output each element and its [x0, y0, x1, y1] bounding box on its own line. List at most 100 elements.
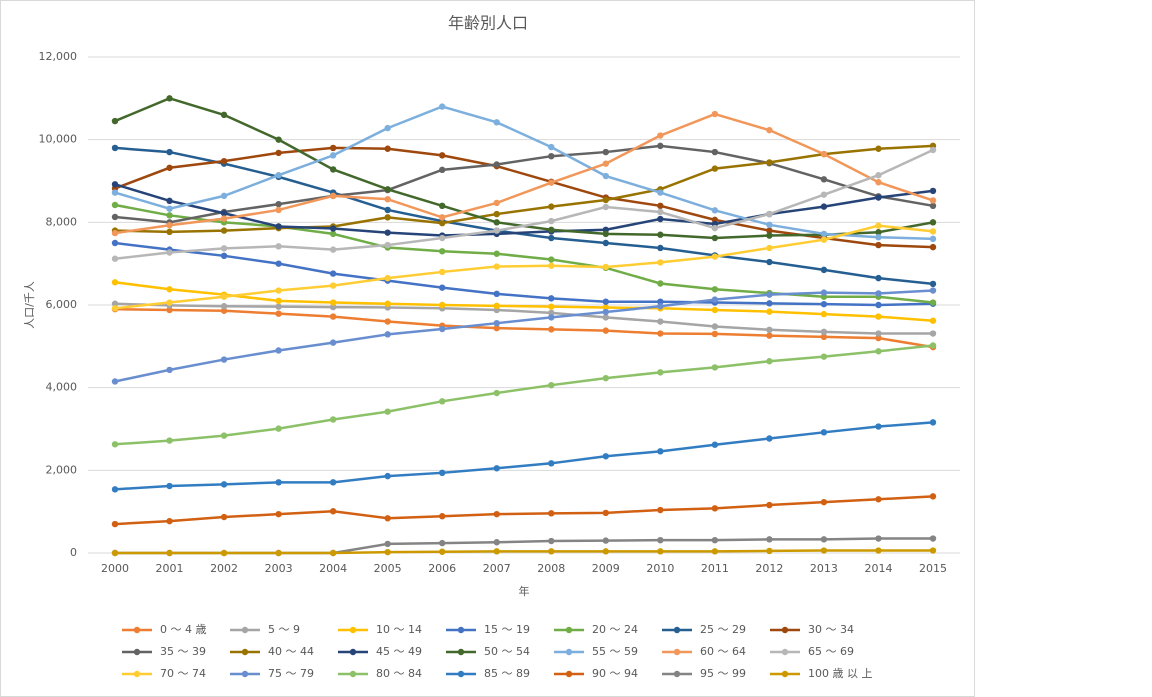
legend-marker	[241, 648, 249, 656]
data-point	[493, 199, 500, 207]
data-point	[766, 501, 773, 509]
data-point	[766, 221, 773, 229]
data-point	[602, 537, 609, 544]
legend-label: 85 ～ 89	[484, 667, 530, 680]
data-point	[111, 189, 119, 196]
data-point	[493, 324, 500, 332]
legend-marker	[133, 670, 141, 678]
data-point	[166, 437, 173, 444]
series-line	[114, 144, 934, 224]
series-line	[114, 105, 934, 241]
series-line	[114, 146, 934, 286]
data-point	[439, 152, 446, 159]
data-point	[602, 453, 609, 460]
legend-marker	[349, 670, 357, 678]
data-point	[111, 520, 119, 528]
data-point	[766, 300, 773, 307]
legend-label: 55 ～ 59	[592, 645, 638, 658]
data-point	[548, 548, 555, 555]
data-point	[929, 493, 937, 500]
data-point	[493, 219, 500, 226]
series-line	[114, 495, 934, 526]
data-point	[711, 306, 719, 314]
data-point	[493, 227, 500, 234]
data-point	[439, 398, 446, 405]
legend-label: 45 ～ 49	[376, 645, 422, 658]
data-point	[548, 203, 555, 210]
legend-marker	[457, 648, 465, 656]
data-point	[439, 166, 446, 174]
data-point	[548, 326, 555, 333]
x-tick-label: 2005	[374, 562, 402, 575]
series-line	[114, 224, 934, 310]
data-point	[275, 479, 282, 486]
data-point	[820, 150, 828, 158]
data-point	[329, 152, 337, 159]
legend-marker	[457, 670, 465, 678]
data-point	[493, 319, 500, 327]
data-point	[548, 256, 555, 263]
data-point	[220, 157, 228, 165]
data-point	[711, 330, 719, 338]
data-point	[220, 307, 228, 314]
data-point	[766, 308, 773, 315]
data-point	[493, 210, 500, 218]
data-point	[384, 472, 391, 480]
data-point	[275, 223, 282, 230]
x-tick-label: 2006	[428, 562, 456, 575]
data-point	[820, 191, 828, 198]
legend-label: 0 ～ 4 歳	[160, 623, 207, 636]
data-point	[275, 200, 282, 208]
data-point	[820, 300, 828, 308]
data-point	[657, 448, 664, 455]
chart-border	[0, 0, 975, 697]
data-point	[548, 460, 555, 467]
data-point	[875, 241, 882, 249]
data-point	[929, 202, 937, 209]
data-point	[111, 144, 119, 152]
data-point	[439, 548, 446, 555]
data-point	[220, 303, 228, 310]
data-point	[929, 219, 937, 226]
data-point	[657, 208, 664, 216]
data-point	[275, 425, 282, 432]
data-point	[875, 229, 882, 236]
series-line	[114, 344, 934, 446]
y-tick-label: 2,000	[46, 463, 78, 476]
legend-label: 40 ～ 44	[268, 645, 314, 658]
data-point	[111, 229, 119, 237]
legend-marker	[565, 670, 573, 678]
data-point	[166, 205, 173, 212]
legend-label: 60 ～ 64	[700, 645, 746, 658]
legend-label: 20 ～ 24	[592, 623, 638, 636]
data-point	[657, 303, 664, 310]
data-point	[329, 313, 337, 320]
data-point	[384, 206, 391, 214]
data-point	[384, 515, 391, 522]
legend-marker	[349, 648, 357, 656]
data-point	[820, 547, 828, 554]
data-point	[711, 296, 719, 303]
data-point	[275, 260, 282, 267]
data-point	[220, 252, 228, 260]
x-tick-label: 2009	[592, 562, 620, 575]
data-point	[657, 142, 664, 150]
data-point	[439, 325, 446, 333]
data-point	[384, 408, 391, 415]
data-point	[439, 214, 446, 221]
data-point	[439, 513, 446, 520]
data-point	[548, 217, 555, 225]
data-point	[602, 203, 609, 211]
data-point	[384, 540, 391, 548]
data-point	[875, 222, 882, 229]
data-point	[602, 308, 609, 316]
data-point	[220, 549, 228, 557]
data-point	[384, 229, 391, 236]
data-point	[602, 196, 609, 204]
legend-marker	[781, 648, 789, 656]
data-point	[875, 334, 882, 342]
series-line	[114, 307, 934, 349]
data-point	[929, 287, 937, 294]
data-point	[329, 230, 337, 238]
